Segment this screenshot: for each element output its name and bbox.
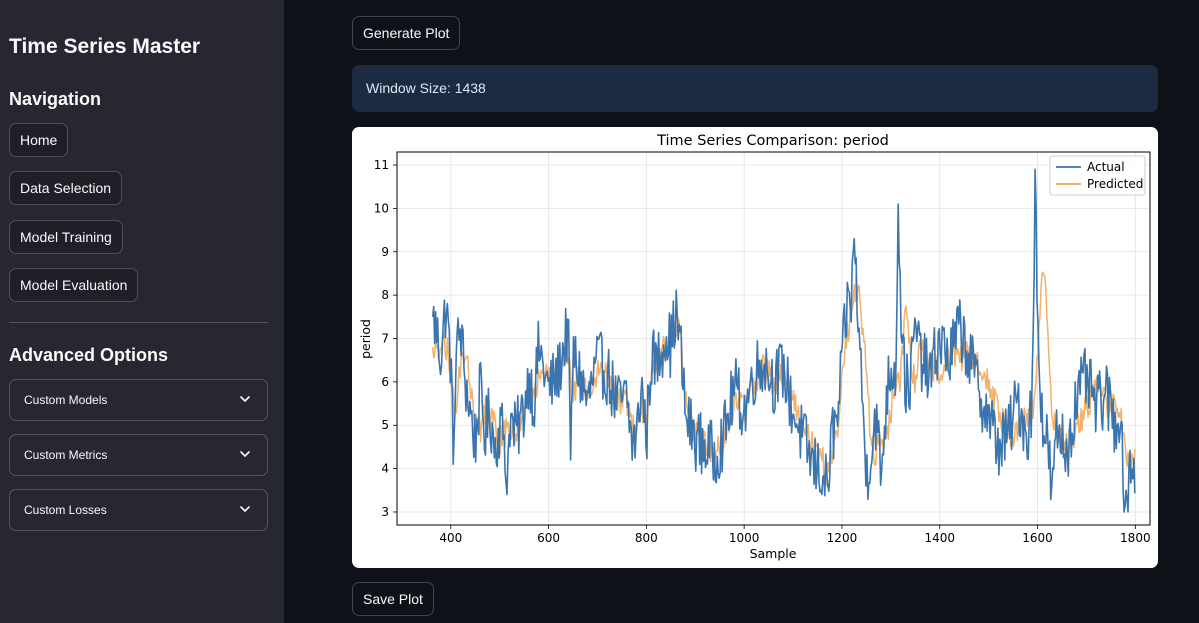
sidebar-divider bbox=[9, 322, 268, 323]
nav-model-training-button[interactable]: Model Training bbox=[9, 220, 123, 254]
legend-label-actual: Actual bbox=[1087, 160, 1125, 174]
chart-title: Time Series Comparison: period bbox=[656, 133, 889, 149]
sidebar: Time Series Master Navigation Home Data … bbox=[0, 0, 284, 623]
legend-label-predicted: Predicted bbox=[1087, 177, 1143, 191]
x-tick-label: 1800 bbox=[1120, 531, 1151, 545]
custom-metrics-label: Custom Metrics bbox=[24, 448, 108, 462]
custom-models-label: Custom Models bbox=[24, 393, 108, 407]
chart-legend: Actual Predicted bbox=[1049, 155, 1146, 196]
x-tick-label: 400 bbox=[439, 531, 462, 545]
window-size-info: Window Size: 1438 bbox=[352, 65, 1158, 112]
navigation-heading: Navigation bbox=[9, 89, 102, 109]
series-line-actual bbox=[431, 168, 1136, 513]
x-tick-label: 1600 bbox=[1022, 531, 1053, 545]
generate-plot-button[interactable]: Generate Plot bbox=[352, 16, 461, 50]
y-tick-label: 10 bbox=[374, 201, 389, 215]
nav-data-selection-button[interactable]: Data Selection bbox=[9, 171, 123, 205]
chevron-down-icon bbox=[240, 506, 250, 512]
plot-card: 400 600 800 1000 1200 1400 1600 1800 3 4 5 6 7 8 9 10 11… bbox=[352, 127, 1158, 568]
series-line-predicted bbox=[431, 271, 1136, 487]
x-tick-label: 1400 bbox=[924, 531, 955, 545]
y-axis-label: period bbox=[358, 319, 373, 359]
x-axis-label: Sample bbox=[750, 546, 797, 561]
app-title: Time Series Master bbox=[9, 35, 201, 58]
x-tick-label: 600 bbox=[537, 531, 560, 545]
custom-losses-label: Custom Losses bbox=[24, 503, 107, 517]
nav-model-evaluation-button[interactable]: Model Evaluation bbox=[9, 268, 139, 302]
y-tick-label: 3 bbox=[381, 505, 389, 519]
save-plot-button[interactable]: Save Plot bbox=[352, 582, 434, 616]
chevron-down-icon bbox=[240, 451, 250, 457]
y-tick-label: 5 bbox=[381, 418, 389, 432]
x-tick-label: 800 bbox=[635, 531, 658, 545]
y-tick-label: 6 bbox=[381, 375, 389, 389]
nav-home-button[interactable]: Home bbox=[9, 123, 69, 157]
x-tick-label: 1000 bbox=[729, 531, 760, 545]
x-tick-label: 1200 bbox=[827, 531, 858, 545]
y-tick-label: 7 bbox=[381, 332, 389, 346]
custom-metrics-expander[interactable]: Custom Metrics bbox=[9, 434, 268, 476]
y-tick-label: 4 bbox=[381, 462, 389, 476]
y-tick-label: 8 bbox=[381, 288, 389, 302]
legend-box bbox=[1049, 155, 1146, 196]
chevron-down-icon bbox=[240, 396, 250, 402]
time-series-chart: 400 600 800 1000 1200 1400 1600 1800 3 4 5 6 7 8 9 10 11… bbox=[358, 133, 1151, 561]
advanced-options-heading: Advanced Options bbox=[9, 345, 169, 365]
custom-losses-expander[interactable]: Custom Losses bbox=[9, 489, 268, 531]
y-tick-label: 11 bbox=[374, 158, 389, 172]
y-tick-label: 9 bbox=[381, 245, 389, 259]
custom-models-expander[interactable]: Custom Models bbox=[9, 379, 268, 421]
